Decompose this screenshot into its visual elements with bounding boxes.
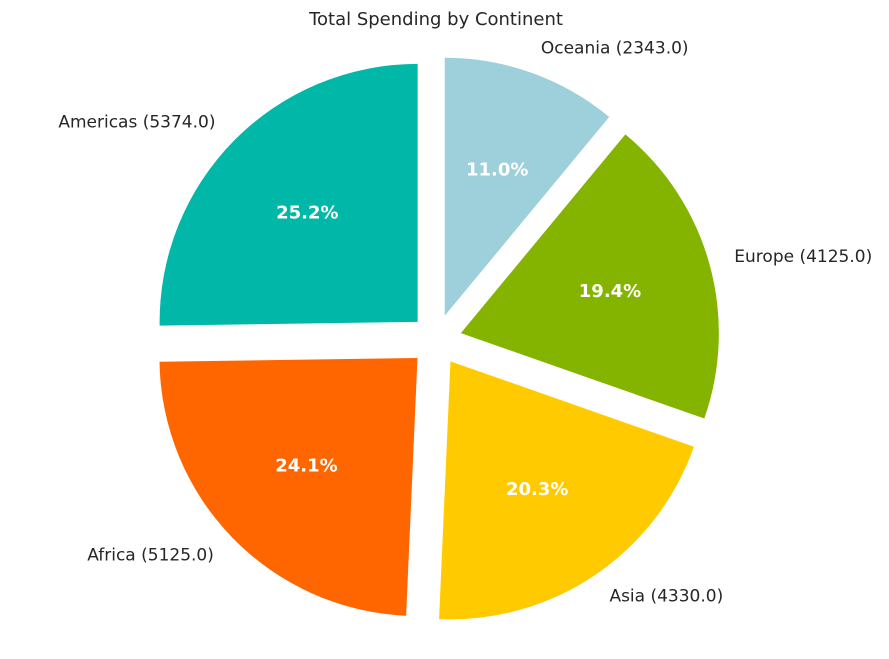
chart-title: Total Spending by Continent xyxy=(308,9,563,30)
pie-slice xyxy=(159,357,418,616)
slice-percent-label: 19.4% xyxy=(579,281,641,302)
slice-category-label: Africa (5125.0) xyxy=(87,546,214,566)
pie-slice xyxy=(439,361,694,620)
slices-group xyxy=(159,57,719,620)
slice-category-label: Europe (4125.0) xyxy=(734,247,872,267)
slice-category-label: Asia (4330.0) xyxy=(609,586,723,606)
pie-slice xyxy=(444,57,610,316)
slice-percent-label: 20.3% xyxy=(506,479,568,500)
labels-group: 11.0% Oceania (2343.0) 19.4% Europe (4125.0… xyxy=(58,39,872,607)
slice-percent-label: 24.1% xyxy=(275,455,337,476)
slice-category-label: Americas (5374.0) xyxy=(58,113,215,133)
slice-percent-label: 25.2% xyxy=(276,203,338,224)
slice-category-label: Oceania (2343.0) xyxy=(541,39,689,59)
pie-slice xyxy=(159,63,418,326)
slice-percent-label: 11.0% xyxy=(466,160,528,181)
pie-slice xyxy=(460,134,719,419)
